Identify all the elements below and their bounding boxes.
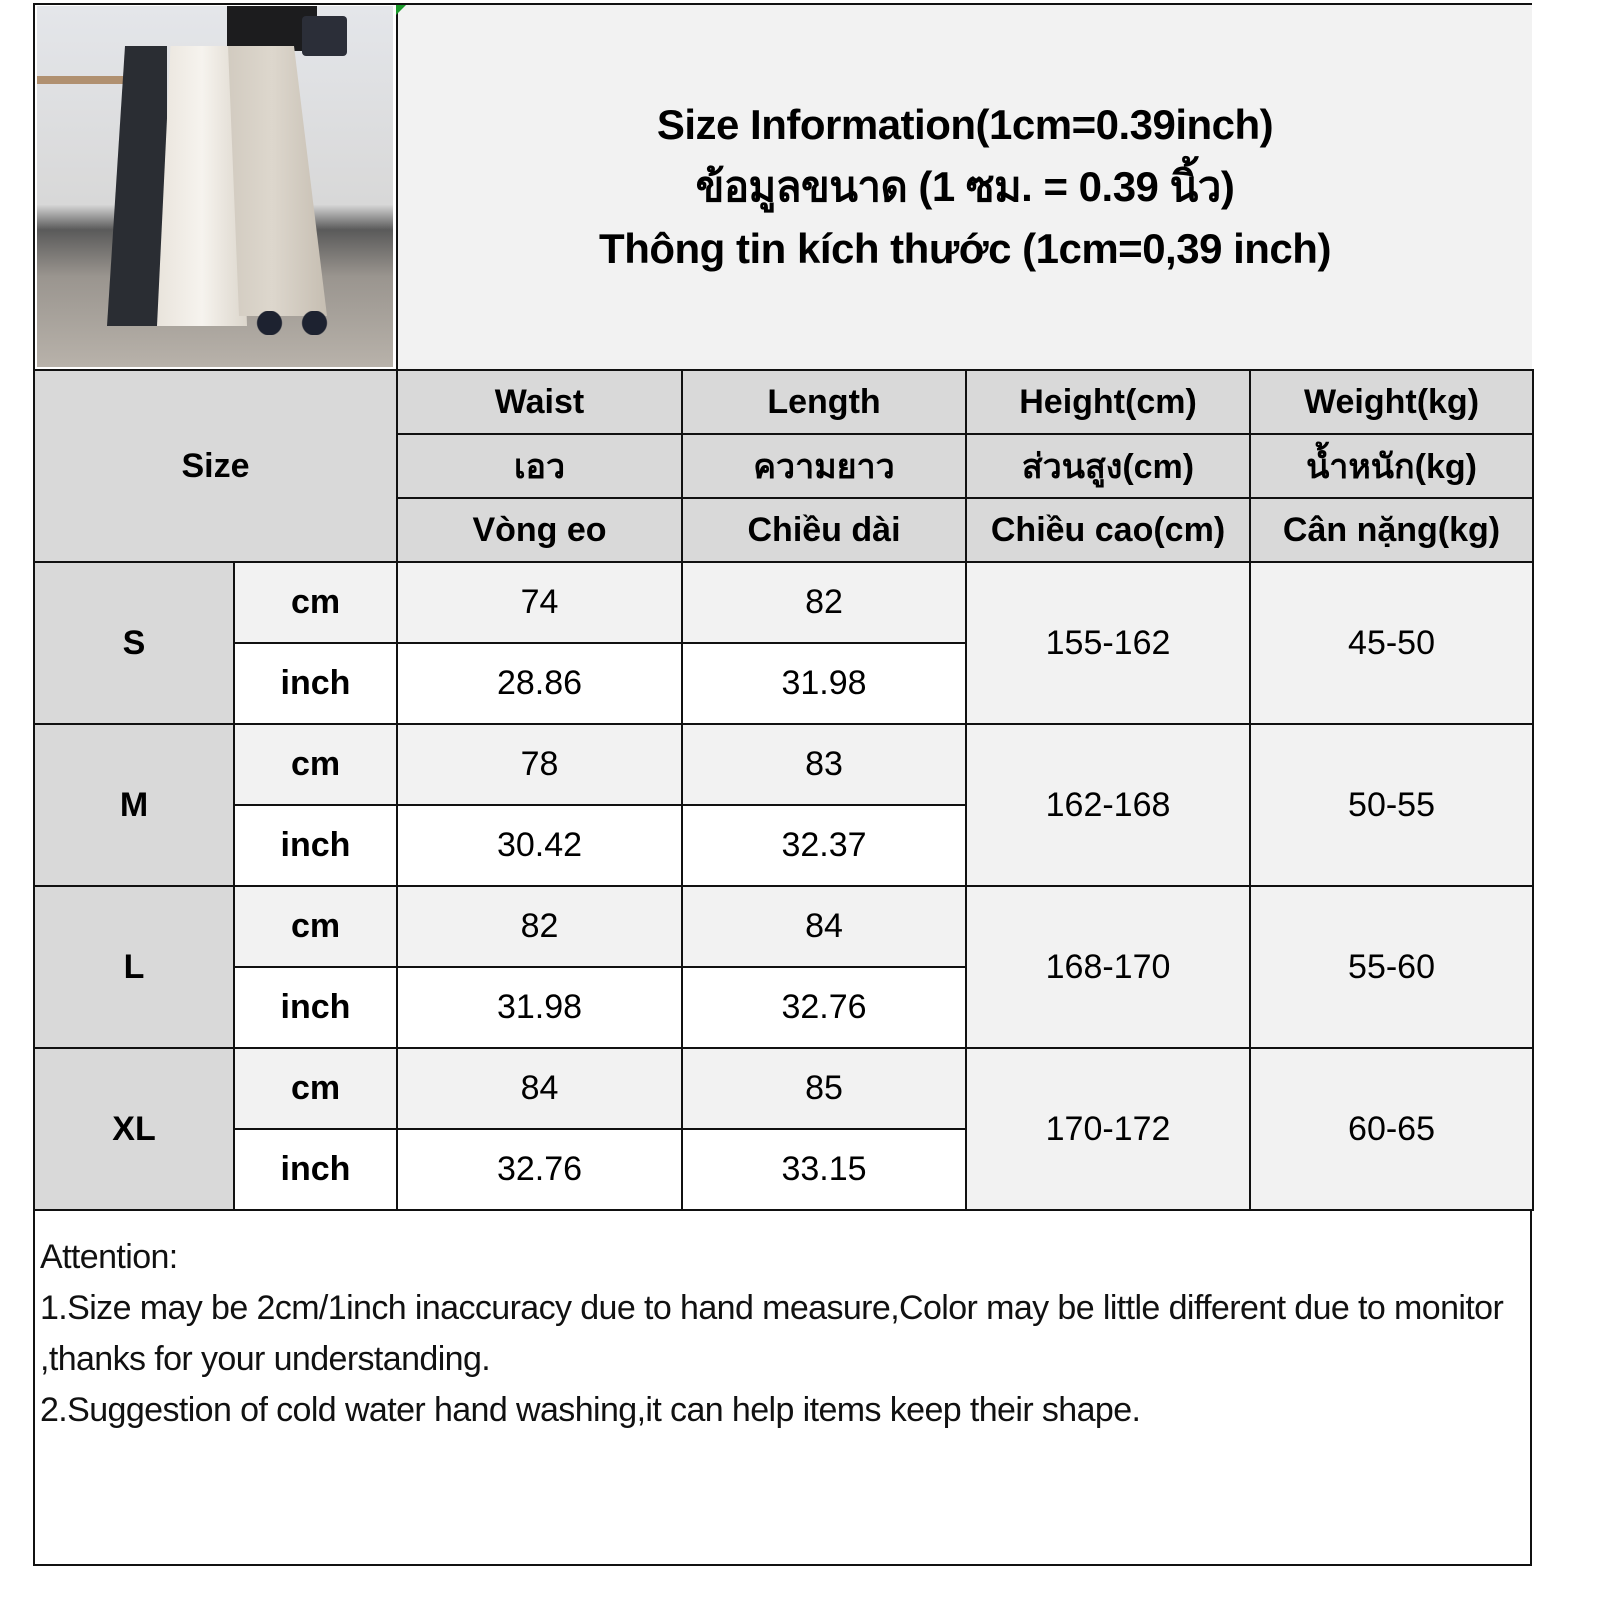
unit-cm: cm <box>232 885 399 968</box>
header-weight-thai: น้ำหนัก(kg) <box>1249 433 1535 499</box>
header-waist-vi: Vòng eo <box>396 497 684 563</box>
size-table: Size Waist Length Height(cm) Weight(kg) … <box>32 369 1535 1211</box>
waist-inch: 32.76 <box>396 1128 684 1211</box>
waist-inch: 30.42 <box>396 804 684 887</box>
header-length-thai: ความยาว <box>681 433 968 499</box>
waist-cm: 84 <box>396 1047 684 1130</box>
photo-shoes <box>247 311 337 335</box>
length-inch: 33.15 <box>681 1128 968 1211</box>
size-label: M <box>33 723 235 887</box>
unit-inch: inch <box>232 804 399 887</box>
height-range: 162-168 <box>965 723 1252 887</box>
header-row-thai: เอว ความยาว ส่วนสูง(cm) น้ำหนัก(kg) <box>34 433 1535 499</box>
header-length: Length <box>681 369 968 435</box>
note-item: 2.Suggestion of cold water hand washing,… <box>40 1391 1141 1429</box>
length-inch: 32.37 <box>681 804 968 887</box>
table-row-cm: M cm 78 83 162-168 50-55 <box>33 723 1535 887</box>
table-row-cm: XL cm 84 85 170-172 60-65 <box>33 1047 1535 1211</box>
height-range: 170-172 <box>965 1047 1252 1211</box>
table-row-cm: S cm 74 82 155-162 45-50 <box>33 561 1535 725</box>
photo-handbag <box>302 16 347 56</box>
waist-inch: 31.98 <box>396 966 684 1049</box>
length-cm: 84 <box>681 885 968 968</box>
length-cm: 83 <box>681 723 968 806</box>
photo-wall-frame <box>37 76 127 84</box>
waist-inch: 28.86 <box>396 642 684 725</box>
unit-inch: inch <box>232 1128 399 1211</box>
header-waist: Waist <box>396 369 684 435</box>
weight-range: 50-55 <box>1249 723 1535 887</box>
title-thai: ข้อมูลขนาด (1 ซม. = 0.39 นิ้ว) <box>695 163 1235 210</box>
header-row-vietnamese: Vòng eo Chiều dài Chiều cao(cm) Cân nặng… <box>34 497 1535 563</box>
table-row-inch: inch 32.76 33.15 <box>34 1128 1533 1211</box>
header-height: Height(cm) <box>965 369 1252 435</box>
table-row-inch: inch 30.42 32.37 <box>34 804 1533 887</box>
header-weight: Weight(kg) <box>1249 369 1535 435</box>
unit-inch: inch <box>232 642 399 725</box>
weight-range: 45-50 <box>1249 561 1535 725</box>
size-header: Size <box>32 369 399 563</box>
size-label: XL <box>33 1047 235 1211</box>
length-inch: 32.76 <box>681 966 968 1049</box>
header-height-thai: ส่วนสูง(cm) <box>965 433 1252 499</box>
title-english: Size Information(1cm=0.39inch) <box>656 101 1274 148</box>
unit-cm: cm <box>232 723 399 806</box>
unit-cm: cm <box>232 561 399 644</box>
photo-black-skirt <box>107 46 167 326</box>
notes-heading: Attention: <box>40 1238 178 1276</box>
height-range: 155-162 <box>965 561 1252 725</box>
attention-notes: Attention: 1.Size may be 2cm/1inch inacc… <box>40 1232 1525 1436</box>
unit-inch: inch <box>232 966 399 1049</box>
note-item: 1.Size may be 2cm/1inch inaccuracy due t… <box>40 1289 1504 1378</box>
size-label: L <box>33 885 235 1049</box>
header-height-vi: Chiều cao(cm) <box>965 497 1252 563</box>
table-row-cm: L cm 82 84 168-170 55-60 <box>33 885 1535 1049</box>
weight-range: 60-65 <box>1249 1047 1535 1211</box>
product-photo <box>37 6 393 367</box>
unit-cm: cm <box>232 1047 399 1130</box>
table-row-inch: inch 28.86 31.98 <box>34 642 1533 725</box>
weight-range: 55-60 <box>1249 885 1535 1049</box>
title-vietnamese: Thông tin kích thước (1cm=0,39 inch) <box>599 225 1331 272</box>
table-row-inch: inch 31.98 32.76 <box>34 966 1533 1049</box>
length-cm: 82 <box>681 561 968 644</box>
waist-cm: 78 <box>396 723 684 806</box>
header-weight-vi: Cân nặng(kg) <box>1249 497 1535 563</box>
waist-cm: 82 <box>396 885 684 968</box>
header-waist-thai: เอว <box>396 433 684 499</box>
header-row-english: Size Waist Length Height(cm) Weight(kg) <box>32 369 1535 563</box>
header-length-vi: Chiều dài <box>681 497 968 563</box>
waist-cm: 74 <box>396 561 684 644</box>
length-cm: 85 <box>681 1047 968 1130</box>
size-information-title: Size Information(1cm=0.39inch) ข้อมูลขนา… <box>396 5 1532 369</box>
height-range: 168-170 <box>965 885 1252 1049</box>
size-label: S <box>33 561 235 725</box>
cell-marker-icon <box>396 5 406 15</box>
length-inch: 31.98 <box>681 642 968 725</box>
